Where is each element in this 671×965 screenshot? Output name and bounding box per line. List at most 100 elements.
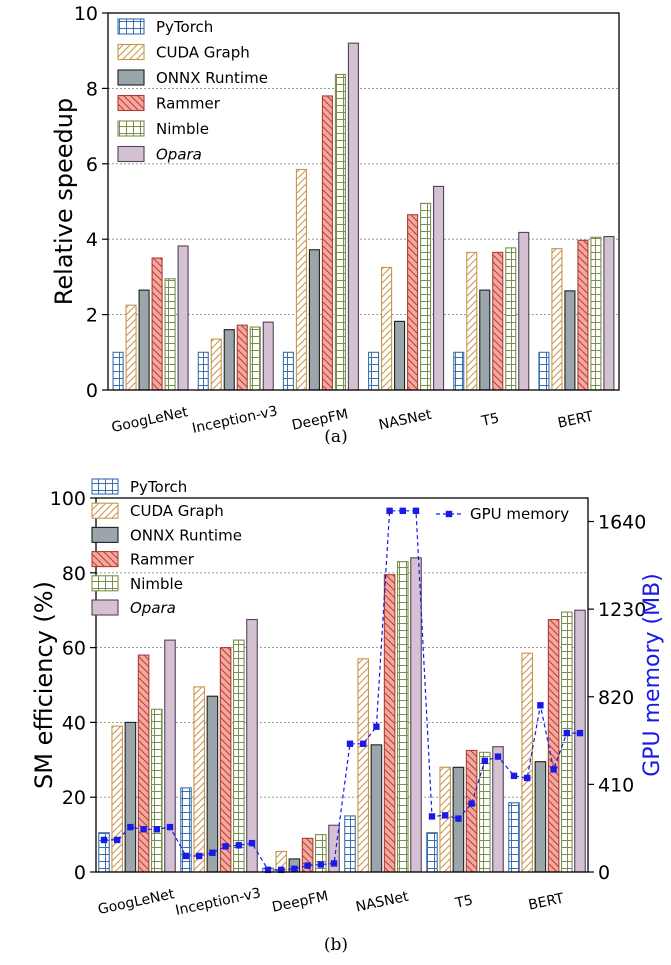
legend-label-cuda-graph: CUDA Graph — [130, 502, 224, 520]
bar-nimble-inception-v3 — [233, 639, 245, 873]
bar-nimble-bert — [590, 236, 602, 391]
bar-opara-t5 — [492, 746, 504, 873]
legend-label-pytorch: PyTorch — [156, 18, 213, 36]
legend-label-cuda-graph: CUDA Graph — [156, 44, 250, 62]
bar-rammer-bert — [547, 618, 560, 873]
legend-swatch-opara — [91, 599, 119, 616]
bar-onnx-runtime-nasnet — [394, 320, 406, 391]
y-tick-label: 40 — [62, 712, 86, 734]
legend-marker-gpu-memory — [445, 510, 453, 518]
gpu-memory-line — [100, 507, 584, 874]
y2-tick-label: 1640 — [598, 512, 646, 534]
y-tick-label: 6 — [86, 154, 98, 176]
bar-opara-nasnet — [433, 185, 445, 391]
bar-cuda-graph-nasnet — [381, 266, 393, 391]
gpu-memory-marker — [524, 774, 531, 782]
legend-swatch-nimble — [117, 120, 145, 137]
bar-pytorch-googlenet — [112, 351, 124, 391]
bar-nimble-nasnet — [396, 561, 409, 873]
legend-label-rammer: Rammer — [156, 95, 221, 113]
bar-rammer-t5 — [465, 749, 478, 873]
bar-rammer-googlenet — [151, 257, 163, 391]
bar-pytorch-nasnet — [344, 815, 356, 873]
speedup-y-axis-title: Relative speedup — [50, 98, 78, 305]
speedup-y-ticks: 0 2 4 6 8 10 — [74, 3, 108, 402]
legend-label-onnx-runtime: ONNX Runtime — [156, 69, 268, 87]
legend-swatch-rammer — [91, 551, 119, 568]
bar-rammer-nasnet — [383, 574, 396, 873]
legend-swatch-opara — [117, 145, 145, 163]
legend-swatch-pytorch — [91, 478, 119, 495]
bar-nimble-bert — [560, 611, 573, 873]
bar-nimble-googlenet — [151, 708, 163, 873]
bar-nimble-inception-v3 — [249, 326, 261, 391]
x-category-label-t5: T5 — [453, 892, 474, 911]
y-tick-label: 20 — [62, 787, 86, 809]
gpu-memory-y-axis-title: GPU memory (MB) — [640, 573, 665, 777]
bar-cuda-graph-t5 — [439, 766, 452, 873]
gpu-memory-marker — [235, 842, 242, 849]
speedup-x-categories: GoogLeNet Inception-v3 DeepFM NASNet T5 BERT — [110, 403, 595, 437]
gpu-memory-marker — [563, 729, 570, 737]
gpu-memory-marker — [468, 800, 475, 807]
y-tick-label: 8 — [86, 78, 98, 100]
gpu-memory-marker — [386, 507, 393, 515]
sm-efficiency-caption: (b) — [324, 935, 348, 955]
legend-swatch-onnx-runtime — [117, 69, 145, 86]
bar-opara-nasnet — [410, 557, 422, 873]
bar-cuda-graph-deepfm — [295, 168, 307, 391]
bar-opara-inception-v3 — [246, 618, 258, 873]
y2-tick-label: 1230 — [598, 599, 646, 621]
x-category-label-t5: T5 — [479, 410, 500, 429]
gpu-memory-marker — [196, 852, 203, 860]
sm-efficiency-chart: 0 20 40 60 80 100 0 410 820 1230 1640 GoogLeNetIn… — [30, 478, 665, 955]
bar-opara-bert — [574, 609, 586, 873]
bar-rammer-deepfm — [321, 95, 333, 391]
bar-onnx-runtime-nasnet — [370, 744, 383, 873]
gpu-memory-marker — [291, 865, 298, 872]
gpu-memory-marker — [209, 849, 216, 856]
bar-opara-inception-v3 — [262, 321, 274, 391]
gpu-memory-marker — [399, 507, 406, 515]
bar-pytorch-t5 — [453, 351, 465, 391]
bar-cuda-graph-googlenet — [111, 725, 123, 873]
y-tick-label: 4 — [86, 229, 98, 251]
gpu-memory-marker — [537, 702, 544, 709]
sm-efficiency-legend: PyTorch CUDA Graph ONNX Runtime Rammer Nimbl… — [91, 478, 242, 617]
gpu-memory-marker — [153, 826, 160, 833]
speedup-caption: (a) — [324, 427, 347, 447]
y-tick-label: 0 — [86, 380, 98, 402]
gpu-memory-marker — [278, 866, 285, 874]
x-category-label-nasnet: NASNet — [354, 889, 410, 916]
bar-cuda-graph-inception-v3 — [210, 338, 222, 391]
gpu-memory-marker — [346, 740, 354, 747]
bar-pytorch-nasnet — [368, 351, 380, 391]
y2-tick-label: 820 — [598, 687, 634, 709]
y2-tick-label: 0 — [598, 862, 610, 884]
gpu-memory-marker — [114, 836, 121, 844]
gpu-memory-marker — [264, 866, 272, 874]
gpu-memory-y-ticks: 0 410 820 1230 1640 — [588, 512, 646, 884]
legend-label-onnx-runtime: ONNX Runtime — [130, 526, 242, 544]
bar-nimble-t5 — [478, 751, 491, 873]
gpu-memory-marker — [481, 757, 488, 765]
legend-label-rammer: Rammer — [130, 551, 195, 569]
bar-rammer-bert — [577, 239, 589, 391]
gpu-memory-marker — [510, 772, 518, 780]
gpu-memory-marker — [576, 729, 584, 737]
speedup-grid — [108, 87, 619, 316]
bar-cuda-graph-bert — [551, 248, 563, 391]
bar-nimble-googlenet — [164, 278, 176, 391]
bar-rammer-t5 — [492, 251, 504, 391]
bar-rammer-googlenet — [137, 654, 150, 873]
x-category-label-nasnet: NASNet — [377, 407, 433, 434]
legend-swatch-pytorch — [117, 18, 145, 35]
legend-label-nimble: Nimble — [156, 120, 209, 138]
gpu-memory-polyline — [104, 510, 580, 871]
gpu-memory-marker — [140, 826, 147, 833]
gpu-memory-marker — [442, 812, 449, 819]
bar-pytorch-bert — [538, 351, 550, 391]
y-tick-label: 0 — [74, 862, 86, 884]
x-category-label-bert: BERT — [527, 890, 566, 913]
